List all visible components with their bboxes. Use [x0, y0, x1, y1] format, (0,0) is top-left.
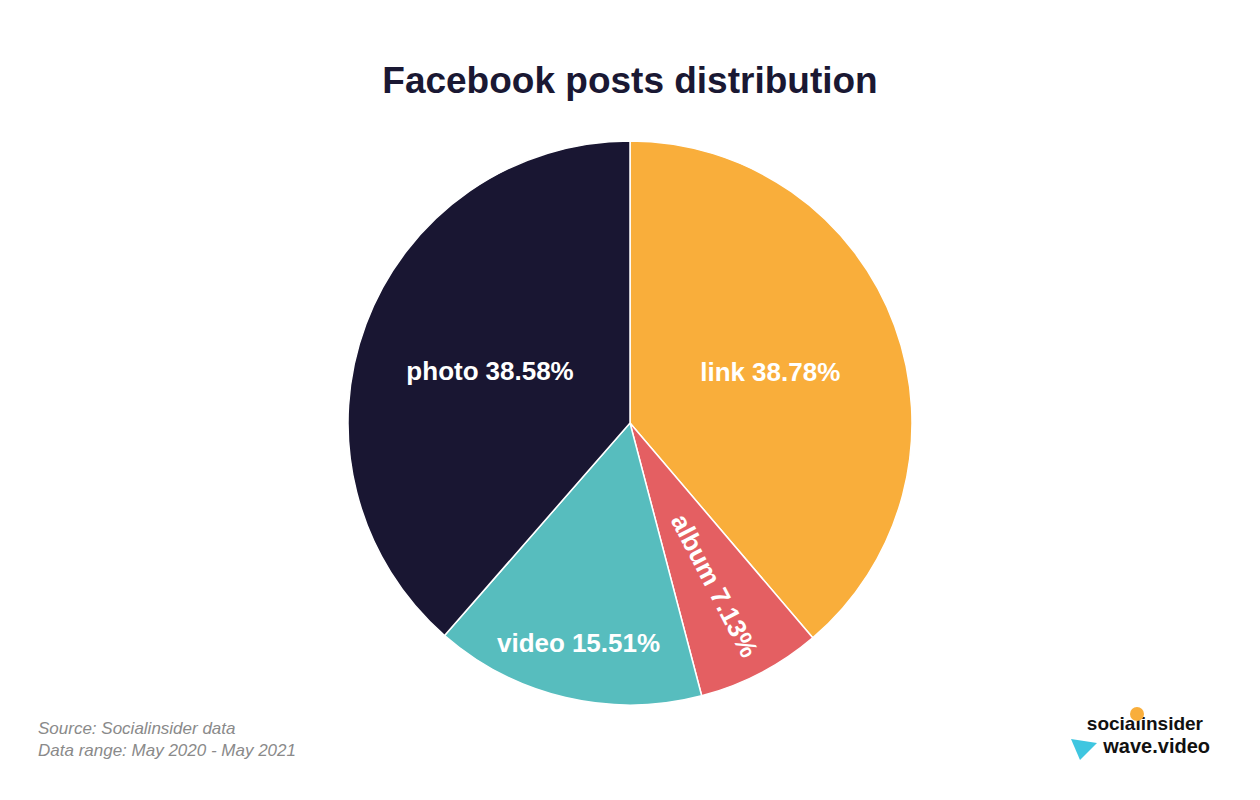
data-label: album7.13%	[665, 509, 764, 662]
data-label-value: 38.58%	[486, 356, 574, 386]
logo-icon	[1071, 739, 1097, 760]
data-label-value: 7.13%	[704, 583, 765, 662]
pie-slice	[348, 141, 630, 635]
data-label-category: video	[497, 628, 565, 658]
data-label: video15.51%	[497, 628, 660, 658]
logo-text: socialinsider	[1087, 713, 1204, 734]
data-label-value: 38.78%	[752, 357, 840, 387]
chart-title: Facebook posts distribution	[382, 60, 877, 101]
logo-text: wave.video	[1102, 735, 1210, 757]
date-range-note: Data range: May 2020 - May 2021	[38, 741, 296, 760]
pie-group	[348, 141, 912, 705]
data-label-category: album	[665, 509, 727, 591]
data-label-category: photo	[406, 356, 478, 386]
source-note: Source: Socialinsider data	[38, 719, 236, 738]
chart-canvas: Facebook posts distribution link38.78% alb…	[0, 0, 1260, 800]
data-label-value: 15.51%	[572, 628, 660, 658]
data-labels: link38.78%album7.13%video15.51%photo38.5…	[406, 356, 840, 663]
data-label: link38.78%	[700, 357, 840, 387]
logo-dot	[1130, 707, 1144, 721]
data-label-category: link	[700, 357, 745, 387]
data-label: photo 38.58%	[406, 356, 573, 386]
